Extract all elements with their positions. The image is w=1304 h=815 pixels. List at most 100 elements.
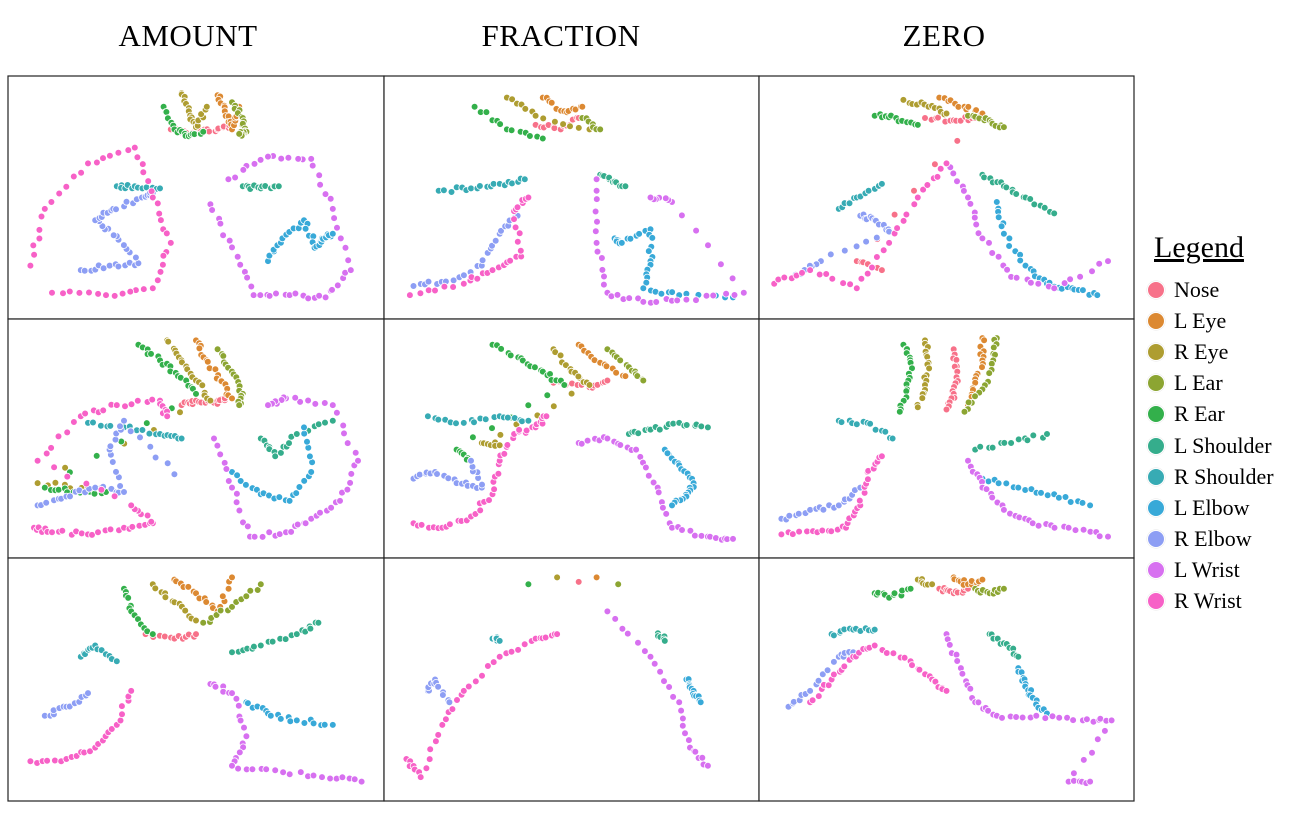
point <box>300 423 308 432</box>
trail-point <box>497 345 505 353</box>
trail-point <box>99 406 107 415</box>
series-l-wrist <box>942 630 1116 787</box>
trail-point <box>326 194 335 203</box>
trail-point <box>47 198 56 206</box>
point <box>328 230 337 238</box>
legend-marker <box>1147 280 1165 299</box>
trail-point <box>518 417 526 426</box>
trail-point <box>114 262 123 271</box>
point <box>1104 257 1112 265</box>
trail-point <box>216 606 225 615</box>
trail-point <box>1003 265 1011 274</box>
trail-point <box>216 219 225 228</box>
point <box>1086 501 1094 510</box>
panel-frame <box>758 318 1135 559</box>
point <box>942 109 951 118</box>
point <box>675 698 683 706</box>
trail-point <box>279 768 287 776</box>
series-r-elbow <box>424 675 454 706</box>
trail-point <box>654 488 663 497</box>
trail-point <box>250 532 259 541</box>
trail-point <box>198 381 207 390</box>
trail-point <box>879 246 888 255</box>
trail-point <box>648 234 657 242</box>
trail-point <box>344 256 353 265</box>
trail-point <box>161 632 169 641</box>
trail-point <box>37 212 46 221</box>
trail-point <box>660 677 668 685</box>
trail-point <box>82 479 91 488</box>
point <box>560 381 569 389</box>
trail-point <box>998 714 1006 722</box>
trail-point <box>508 179 516 188</box>
trail-point <box>275 493 284 501</box>
trail-point <box>133 153 142 162</box>
point <box>878 266 886 274</box>
trail-point <box>118 702 126 710</box>
point <box>292 716 301 725</box>
legend-item-l-elbow: L Elbow <box>1146 492 1296 523</box>
trail-point <box>277 154 286 163</box>
point <box>274 182 283 191</box>
trail-point <box>213 441 222 450</box>
trail-point <box>157 216 165 224</box>
trail-point <box>591 207 600 216</box>
trail-point <box>256 156 265 164</box>
trail-point <box>988 443 997 452</box>
trail-point <box>591 227 600 236</box>
trail-point <box>985 369 993 377</box>
trail-point <box>656 667 664 676</box>
trail-point <box>592 195 601 203</box>
trail-point <box>333 224 341 232</box>
trail-point <box>520 640 529 648</box>
trail-point <box>623 629 632 638</box>
trail-point <box>266 711 275 720</box>
trail-point <box>890 589 899 597</box>
trail-point <box>61 463 69 472</box>
trail-point <box>265 292 274 300</box>
column-title-amount: AMOUNT <box>118 18 258 53</box>
trail-point <box>253 586 262 594</box>
trail-point <box>301 519 310 527</box>
series-l-shoulder <box>239 181 283 193</box>
trail-point <box>600 280 608 289</box>
trail-point <box>574 124 583 132</box>
trail-point <box>35 226 44 234</box>
trail-point <box>1002 479 1011 488</box>
trail-point <box>321 418 329 427</box>
trail-point <box>511 223 520 232</box>
trail-point <box>124 594 132 602</box>
series-l-elbow <box>228 423 316 505</box>
point <box>632 445 640 454</box>
point <box>1014 483 1023 492</box>
trail-point <box>256 291 265 299</box>
point <box>307 155 316 163</box>
trail-point <box>852 420 861 429</box>
point <box>495 441 504 450</box>
trail-point <box>112 205 120 214</box>
trail-point <box>242 481 250 489</box>
trail-point <box>316 181 324 189</box>
point <box>228 761 236 770</box>
series-r-eye <box>913 575 936 589</box>
trail-point <box>147 350 155 358</box>
trail-point <box>276 715 285 723</box>
trail-point <box>265 528 274 536</box>
trail-point <box>243 273 251 282</box>
trail-point <box>478 256 487 265</box>
trail-point <box>491 236 500 245</box>
series-r-ear <box>470 102 547 143</box>
trail-point <box>285 770 294 779</box>
trail-point <box>889 649 898 658</box>
trail-point <box>496 120 504 128</box>
trail-point <box>503 441 512 449</box>
trail-point <box>442 715 450 724</box>
point <box>906 584 915 593</box>
point <box>228 689 236 697</box>
trail-point <box>490 485 498 494</box>
series-l-elbow <box>1014 664 1051 718</box>
trail-point <box>51 756 59 765</box>
trail-point <box>434 682 442 691</box>
trail-point <box>516 247 525 255</box>
trail-point <box>482 108 491 116</box>
